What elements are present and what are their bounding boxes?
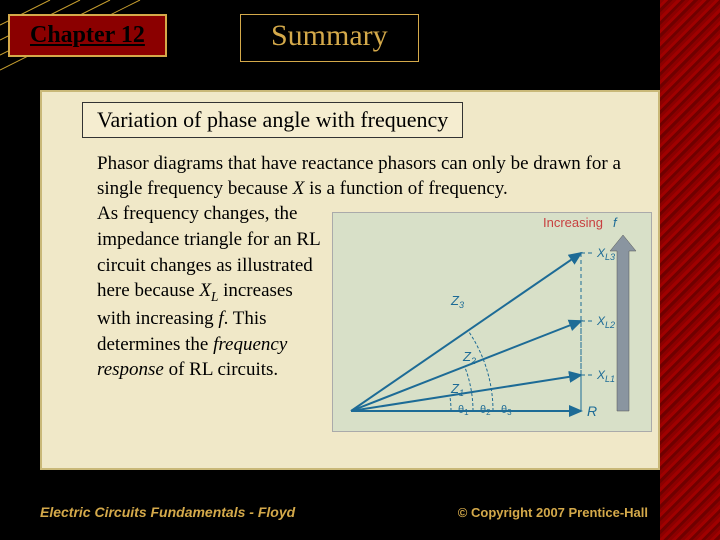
body-paragraph-left: As frequency changes, the impedance tria…	[97, 201, 327, 383]
svg-text:Z3: Z3	[450, 293, 464, 310]
content-panel: Variation of phase angle with frequency …	[40, 90, 660, 470]
chapter-label: Chapter 12	[30, 22, 145, 48]
footer-left: Electric Circuits Fundamentals - Floyd	[40, 504, 295, 520]
svg-text:θ3: θ3	[501, 404, 512, 417]
summary-box: Summary	[240, 14, 419, 62]
chapter-box: Chapter 12	[8, 14, 167, 57]
summary-label: Summary	[271, 19, 388, 52]
footer-right: © Copyright 2007 Prentice-Hall	[458, 505, 648, 520]
svg-text:θ1: θ1	[458, 404, 469, 417]
svg-text:XL2: XL2	[596, 314, 615, 330]
body-paragraph-top: Phasor diagrams that have reactance phas…	[97, 152, 637, 201]
svg-text:Z1: Z1	[450, 381, 464, 398]
section-title-box: Variation of phase angle with frequency	[82, 102, 463, 138]
svg-text:Increasing: Increasing	[543, 215, 603, 230]
body-left-xl: X	[199, 280, 211, 301]
svg-text:f: f	[613, 215, 618, 230]
body-text-2: is a function of frequency.	[304, 178, 507, 199]
svg-text:θ2: θ2	[480, 404, 491, 417]
svg-text:R: R	[587, 403, 597, 419]
impedance-diagram: RXL1XL2XL3Z1Z2Z3θ1θ2θ3Increasingf	[332, 212, 652, 432]
body-left-4: of RL circuits.	[164, 359, 278, 380]
svg-text:XL1: XL1	[596, 368, 615, 384]
svg-text:Z2: Z2	[462, 349, 476, 366]
body-text-x: X	[293, 178, 305, 199]
section-title: Variation of phase angle with frequency	[97, 107, 448, 132]
side-pattern	[660, 0, 720, 540]
